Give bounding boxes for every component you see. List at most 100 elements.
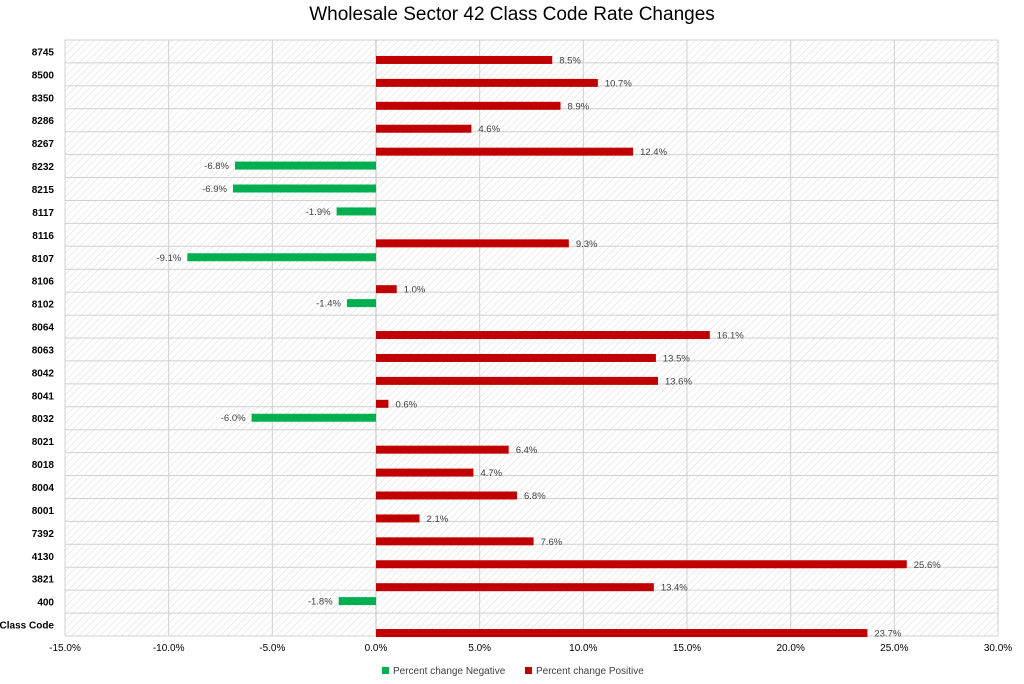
x-tick-label: -5.0% <box>259 643 285 654</box>
category-label: 8232 <box>32 162 55 173</box>
legend: Percent change Negative Percent change P… <box>382 666 644 677</box>
bar-positive <box>376 124 472 133</box>
data-label: 6.8% <box>524 491 546 502</box>
bar-positive <box>376 101 561 110</box>
data-label: 8.5% <box>559 55 581 66</box>
bar-positive <box>376 629 868 638</box>
category-label: 8117 <box>32 208 54 219</box>
category-label: 8001 <box>32 506 55 517</box>
category-label: 8041 <box>32 391 55 402</box>
category-label: 7392 <box>32 529 55 540</box>
x-tick-label: -10.0% <box>153 643 185 654</box>
x-tick-label: 30.0% <box>984 643 1012 654</box>
x-tick-label: 5.0% <box>468 643 491 654</box>
data-label: 23.7% <box>874 629 901 640</box>
bars <box>187 55 907 638</box>
bar-positive <box>376 353 656 362</box>
grid-lines <box>64 39 999 637</box>
chart-title: Wholesale Sector 42 Class Code Rate Chan… <box>309 4 715 25</box>
data-label: 4.6% <box>478 124 500 135</box>
category-label: Class Code <box>0 621 54 632</box>
x-tick-label: 10.0% <box>569 643 597 654</box>
bar-negative <box>338 597 376 606</box>
category-label: 8102 <box>32 300 55 311</box>
category-label: 8745 <box>32 47 55 58</box>
bar-positive <box>376 537 534 546</box>
x-tick-label: 15.0% <box>673 643 701 654</box>
bar-positive <box>376 445 509 454</box>
legend-label-negative: Percent change Negative <box>393 666 506 677</box>
bar-positive <box>376 514 420 523</box>
x-tick-label: 0.0% <box>365 643 388 654</box>
data-label: 25.6% <box>914 560 941 571</box>
category-label: 8107 <box>32 254 55 265</box>
data-label: -1.8% <box>308 597 333 608</box>
bar-positive <box>376 147 634 156</box>
data-label: -6.0% <box>221 413 246 424</box>
category-label: 8215 <box>32 185 55 196</box>
bar-positive <box>376 583 654 592</box>
data-label: 8.9% <box>568 101 590 112</box>
category-label: 8064 <box>32 323 55 334</box>
data-label: 6.4% <box>516 445 538 456</box>
data-label: -6.8% <box>204 161 229 172</box>
category-label: 8004 <box>32 483 55 494</box>
data-label: 10.7% <box>605 78 632 89</box>
bar-positive <box>376 331 710 340</box>
x-tick-label: 25.0% <box>880 643 908 654</box>
bar-positive <box>376 55 553 64</box>
bar-positive <box>376 376 658 385</box>
category-label: 4130 <box>32 552 55 563</box>
x-tick-label: 20.0% <box>776 643 804 654</box>
data-label: 13.6% <box>665 376 692 387</box>
category-label: 8018 <box>32 460 55 471</box>
data-labels: -6.8% -6.9% -1.9% -9.1% -1.4% -6.0% -1.8% 8.5% 1… <box>156 55 941 639</box>
data-label: 1.0% <box>404 285 426 296</box>
legend-swatch-negative <box>382 667 389 674</box>
bar-positive <box>376 78 598 87</box>
category-label: 8286 <box>32 116 55 127</box>
data-label: 12.4% <box>640 147 667 158</box>
bar-positive <box>376 285 397 294</box>
category-label: 8500 <box>32 70 55 81</box>
data-label: 2.1% <box>427 514 449 525</box>
category-label: 8021 <box>32 437 55 448</box>
legend-label-positive: Percent change Positive <box>536 666 644 677</box>
category-label: 8063 <box>32 345 55 356</box>
bar-negative <box>235 161 376 170</box>
data-label: 16.1% <box>717 331 744 342</box>
data-label: 4.7% <box>480 468 502 479</box>
data-label: 13.4% <box>661 583 688 594</box>
bar-negative <box>346 299 376 308</box>
data-label: 7.6% <box>541 537 563 548</box>
y-axis: 8745 8500 8350 8286 8267 8232 8215 8117 8116 8107… <box>0 47 54 631</box>
category-label: 8350 <box>32 93 55 104</box>
category-label: 8032 <box>32 414 55 425</box>
data-label: -1.4% <box>316 299 341 310</box>
x-tick-label: -15.0% <box>49 643 81 654</box>
bar-negative <box>251 413 376 422</box>
data-label: -1.9% <box>306 207 331 218</box>
bar-positive <box>376 239 569 248</box>
category-label: 8106 <box>32 277 55 288</box>
legend-swatch-positive <box>525 667 532 674</box>
category-label: 400 <box>37 598 54 609</box>
bar-positive <box>376 399 389 408</box>
x-axis: -15.0% -10.0% -5.0% 0.0% 5.0% 10.0% 15.0% 20.0%… <box>49 643 1012 654</box>
bar-positive <box>376 491 517 500</box>
category-label: 3821 <box>32 575 55 586</box>
category-label: 8116 <box>32 231 54 242</box>
data-label: -9.1% <box>156 253 181 264</box>
bar-positive <box>376 468 474 477</box>
category-label: 8042 <box>32 368 55 379</box>
category-label: 8267 <box>32 139 55 150</box>
data-label: 9.3% <box>576 239 598 250</box>
data-label: 0.6% <box>395 399 417 410</box>
bar-negative <box>336 207 376 216</box>
bar-negative <box>187 253 376 262</box>
bar-negative <box>232 184 376 193</box>
data-label: 13.5% <box>663 353 690 364</box>
bar-positive <box>376 560 907 569</box>
data-label: -6.9% <box>202 184 227 195</box>
